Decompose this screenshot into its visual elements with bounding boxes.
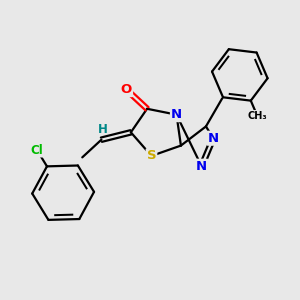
Text: CH₃: CH₃ bbox=[247, 110, 267, 121]
Text: S: S bbox=[147, 149, 156, 162]
Text: H: H bbox=[98, 123, 108, 136]
Text: O: O bbox=[121, 83, 132, 96]
Text: N: N bbox=[171, 108, 182, 121]
Text: N: N bbox=[208, 132, 219, 145]
Text: Cl: Cl bbox=[31, 143, 43, 157]
Text: N: N bbox=[196, 160, 207, 173]
